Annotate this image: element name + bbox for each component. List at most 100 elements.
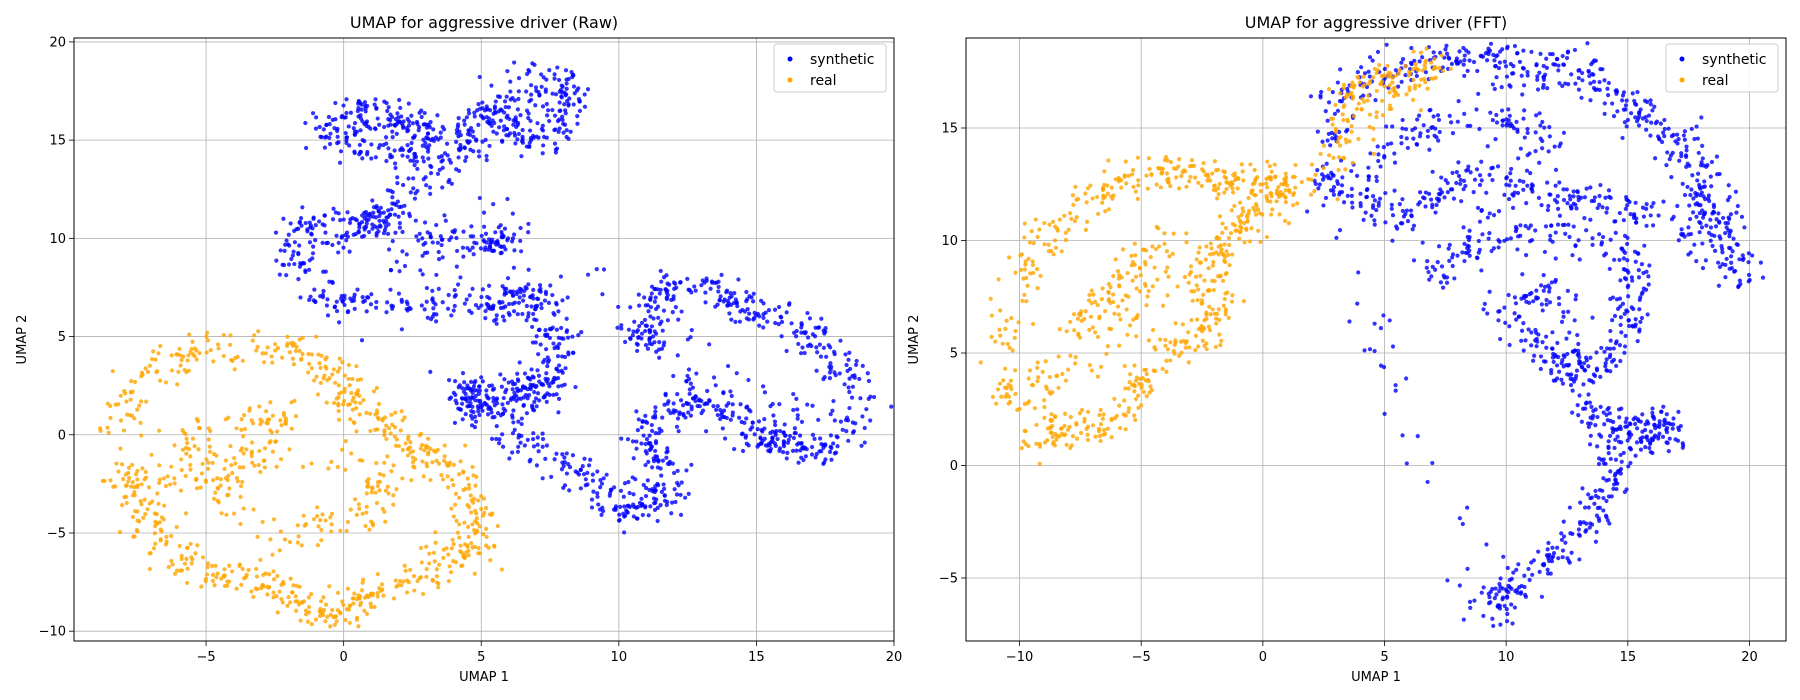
scatter-point	[543, 347, 549, 352]
scatter-point	[1716, 260, 1721, 265]
scatter-point	[1431, 50, 1436, 55]
scatter-point	[464, 115, 469, 120]
scatter-point	[999, 394, 1004, 399]
scatter-point	[1338, 67, 1343, 72]
scatter-point	[475, 108, 480, 113]
scatter-point	[133, 379, 138, 385]
scatter-point	[502, 99, 508, 104]
scatter-point	[123, 472, 128, 477]
scatter-point	[360, 156, 365, 161]
scatter-point	[172, 476, 177, 481]
scatter-point	[534, 383, 539, 389]
scatter-point	[222, 567, 227, 572]
scatter-point	[600, 505, 605, 510]
scatter-point	[481, 496, 487, 501]
scatter-point	[1684, 148, 1689, 153]
scatter-point	[375, 480, 381, 485]
scatter-point	[500, 284, 505, 289]
scatter-point	[1494, 592, 1499, 597]
scatter-point	[451, 482, 456, 488]
scatter-point	[555, 65, 560, 70]
scatter-point	[386, 222, 391, 227]
scatter-point	[404, 125, 409, 131]
scatter-point	[797, 433, 803, 438]
scatter-point	[385, 454, 390, 459]
scatter-point	[453, 398, 458, 403]
scatter-point	[1508, 236, 1514, 241]
scatter-point	[862, 440, 867, 445]
scatter-point	[1569, 72, 1574, 77]
scatter-point	[1500, 597, 1505, 602]
scatter-point	[106, 430, 111, 435]
scatter-point	[479, 294, 484, 300]
scatter-point	[485, 107, 490, 112]
scatter-point	[1362, 348, 1367, 353]
scatter-point	[343, 617, 348, 623]
scatter-point	[1459, 199, 1464, 204]
scatter-point	[427, 143, 432, 148]
scatter-point	[346, 362, 351, 368]
scatter-point	[483, 506, 489, 511]
scatter-point	[163, 483, 169, 489]
scatter-point	[1373, 98, 1378, 103]
scatter-point	[1479, 208, 1484, 213]
scatter-point	[1367, 74, 1372, 79]
scatter-point	[250, 338, 255, 343]
scatter-point	[1504, 117, 1509, 122]
scatter-point	[412, 133, 417, 138]
scatter-point	[648, 297, 653, 302]
scatter-point	[256, 329, 261, 334]
scatter-point	[1326, 175, 1331, 181]
scatter-point	[396, 582, 401, 588]
scatter-point	[1708, 225, 1714, 230]
scatter-point	[1414, 73, 1419, 79]
scatter-point	[1587, 400, 1593, 405]
scatter-point	[1541, 561, 1547, 567]
scatter-point	[1393, 383, 1398, 388]
scatter-point	[1465, 68, 1470, 74]
scatter-point	[357, 593, 363, 599]
scatter-point	[559, 325, 564, 331]
scatter-point	[1610, 430, 1616, 435]
scatter-point	[1724, 256, 1729, 262]
scatter-point	[1193, 175, 1198, 180]
scatter-point	[287, 600, 293, 605]
scatter-point	[501, 244, 506, 249]
scatter-point	[233, 461, 238, 466]
scatter-point	[648, 504, 653, 509]
scatter-point	[993, 339, 998, 344]
scatter-point	[550, 91, 555, 96]
scatter-point	[1725, 198, 1731, 203]
scatter-point	[327, 135, 332, 140]
scatter-point	[437, 167, 442, 172]
scatter-point	[1689, 126, 1694, 132]
scatter-point	[1417, 59, 1422, 64]
scatter-point	[1217, 181, 1222, 187]
scatter-point	[441, 555, 446, 561]
scatter-point	[458, 543, 463, 548]
scatter-point	[135, 484, 140, 490]
scatter-point	[508, 131, 513, 136]
scatter-point	[1101, 187, 1106, 192]
scatter-point	[1439, 175, 1444, 180]
scatter-point	[628, 336, 633, 341]
scatter-point	[1570, 388, 1575, 393]
scatter-point	[274, 594, 279, 599]
scatter-point	[349, 390, 354, 396]
scatter-point	[550, 292, 555, 298]
scatter-point	[556, 369, 561, 374]
scatter-point	[1735, 242, 1740, 247]
scatter-point	[546, 358, 552, 363]
series-real	[97, 329, 504, 629]
scatter-point	[850, 384, 856, 389]
scatter-point	[632, 319, 637, 324]
scatter-point	[341, 398, 347, 404]
scatter-point	[336, 417, 342, 422]
scatter-point	[752, 432, 757, 437]
scatter-point	[1653, 156, 1658, 161]
scatter-point	[475, 404, 481, 409]
scatter-point	[1614, 91, 1619, 96]
scatter-point	[169, 368, 175, 373]
scatter-point	[329, 522, 334, 527]
scatter-point	[132, 493, 137, 498]
